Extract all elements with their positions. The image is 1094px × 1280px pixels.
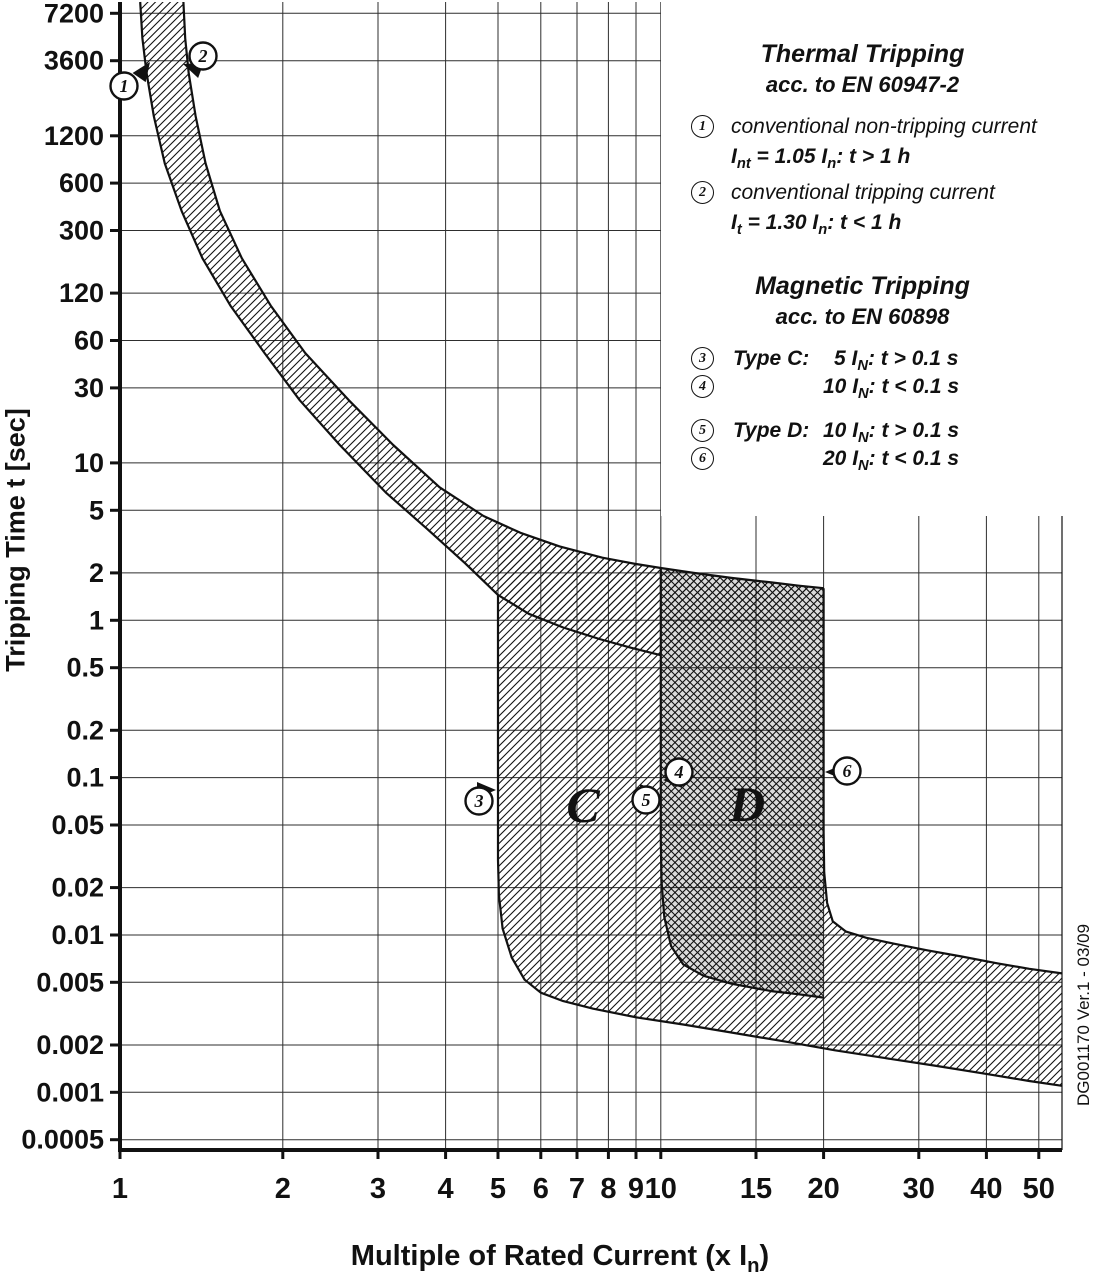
y-tick-label: 0.005: [36, 967, 104, 997]
region-label-D: D: [728, 776, 765, 832]
x-tick-label: 7: [569, 1173, 585, 1205]
legend-num-4-icon: 4: [691, 375, 714, 398]
type-d-region: [660, 568, 824, 998]
marker-number-6: 6: [843, 761, 852, 781]
tick-labels: 7200360012006003001206030105210.50.20.10…: [21, 0, 1055, 1205]
marker-arrow-1: [132, 62, 150, 83]
x-tick-label: 4: [438, 1173, 454, 1205]
y-tick-label: 0.2: [66, 715, 104, 745]
x-tick-label: 30: [903, 1173, 935, 1205]
x-tick-label: 8: [600, 1173, 616, 1205]
y-tick-label: 120: [59, 278, 104, 308]
curve-type-d-upper: [822, 588, 1063, 975]
magnetic-tripping-standard: acc. to EN 60898: [775, 304, 950, 329]
marker-circle-2: [188, 41, 218, 71]
curve-c-upper-d-lower: [659, 568, 824, 999]
y-tick-label: 0.01: [51, 920, 104, 950]
x-tick-label: 6: [533, 1173, 549, 1205]
marker-number-2: 2: [198, 46, 208, 66]
marker-number-3: 3: [474, 791, 484, 811]
x-tick-label: 3: [370, 1173, 386, 1205]
legend-item-1-desc: conventional non-tripping current: [731, 115, 1037, 138]
y-tick-label: 0.001: [36, 1077, 104, 1107]
legend-item-1-formula: Int = 1.05 In: t > 1 h: [731, 145, 911, 173]
x-tick-label: 40: [970, 1173, 1002, 1205]
marker-circle-1: [109, 71, 139, 101]
legend-box: Thermal Tripping acc. to EN 60947-2 1 co…: [661, 0, 1064, 516]
curve-thermal-upper: [182, 1, 824, 590]
legend-type-c-label: Type C:: [733, 347, 810, 370]
legend-item-4-formula: 10 IN: t < 0.1 s: [823, 375, 960, 403]
legend-item-2-formula: It = 1.30 In: t < 1 h: [731, 211, 902, 239]
x-tick-label: 50: [1023, 1173, 1055, 1205]
figure-labels: C D DG001170 Ver.1 - 03/09: [566, 776, 1093, 1106]
marker-number-5: 5: [642, 790, 651, 810]
y-tick-label: 10: [74, 448, 104, 478]
marker-circle-6: [832, 756, 862, 786]
legend-num-5-icon: 5: [691, 419, 714, 442]
x-tick-label: 9: [628, 1173, 644, 1205]
thermal-tripping-standard: acc. to EN 60947-2: [765, 72, 960, 97]
marker-circle-4: [664, 757, 694, 787]
x-tick-label: 1: [112, 1173, 128, 1205]
y-tick-label: 3600: [44, 46, 104, 76]
legend-type-d-label: Type D:: [733, 419, 810, 442]
y-tick-label: 0.02: [51, 873, 104, 903]
y-tick-label: 300: [59, 216, 104, 246]
y-axis-title: Tripping Time t [sec]: [0, 408, 31, 672]
y-tick-label: 60: [74, 326, 104, 356]
x-tick-label: 20: [807, 1173, 839, 1205]
y-tick-label: 0.5: [66, 653, 104, 683]
legend-num-3-icon: 3: [691, 347, 714, 370]
y-tick-label: 1200: [44, 121, 104, 151]
marker-number-4: 4: [674, 762, 684, 782]
curve-thermal-lower: [139, 1, 662, 657]
y-tick-label: 1: [89, 605, 104, 635]
thermal-tripping-title: Thermal Tripping: [760, 40, 965, 68]
legend-num-6-icon: 6: [691, 447, 714, 470]
y-tick-label: 30: [74, 373, 104, 403]
marker-circle-3: [464, 786, 494, 816]
trip-curves: [139, 1, 1063, 1087]
curve-type-c-lower: [496, 594, 1063, 1087]
y-tick-label: 0.002: [36, 1030, 104, 1060]
legend-item-3-formula: 5 IN: t > 0.1 s: [834, 347, 959, 375]
legend-item-2-desc: conventional tripping current: [731, 181, 995, 204]
y-tick-label: 0.0005: [21, 1125, 104, 1155]
x-tick-label: 10: [645, 1173, 677, 1205]
marker-circle-5: [631, 785, 661, 815]
y-tick-label: 0.1: [66, 763, 104, 793]
curve-markers: 1 2 3 4 5 6: [109, 41, 862, 816]
x-tick-label: 15: [740, 1173, 772, 1205]
region-label-C: C: [566, 777, 600, 833]
legend-num-2-icon: 2: [691, 181, 714, 204]
y-tick-label: 5: [89, 495, 104, 525]
x-tick-label: 2: [275, 1173, 291, 1205]
legend-item-5-formula: 10 IN: t > 0.1 s: [823, 419, 960, 447]
y-tick-label: 0.05: [51, 810, 104, 840]
legend-item-6-formula: 20 IN: t < 0.1 s: [823, 447, 960, 475]
magnetic-tripping-title: Magnetic Tripping: [755, 272, 970, 300]
x-axis-title: Multiple of Rated Current (x In): [350, 1240, 770, 1277]
hatched-regions: [140, 2, 1062, 1086]
legend-num-1-icon: 1: [691, 115, 714, 138]
x-tick-label: 5: [490, 1173, 506, 1205]
y-tick-label: 600: [59, 168, 104, 198]
y-tick-label: 7200: [44, 0, 104, 28]
marker-number-1: 1: [120, 76, 129, 96]
document-number: DG001170 Ver.1 - 03/09: [1074, 924, 1093, 1106]
y-tick-label: 2: [89, 558, 104, 588]
